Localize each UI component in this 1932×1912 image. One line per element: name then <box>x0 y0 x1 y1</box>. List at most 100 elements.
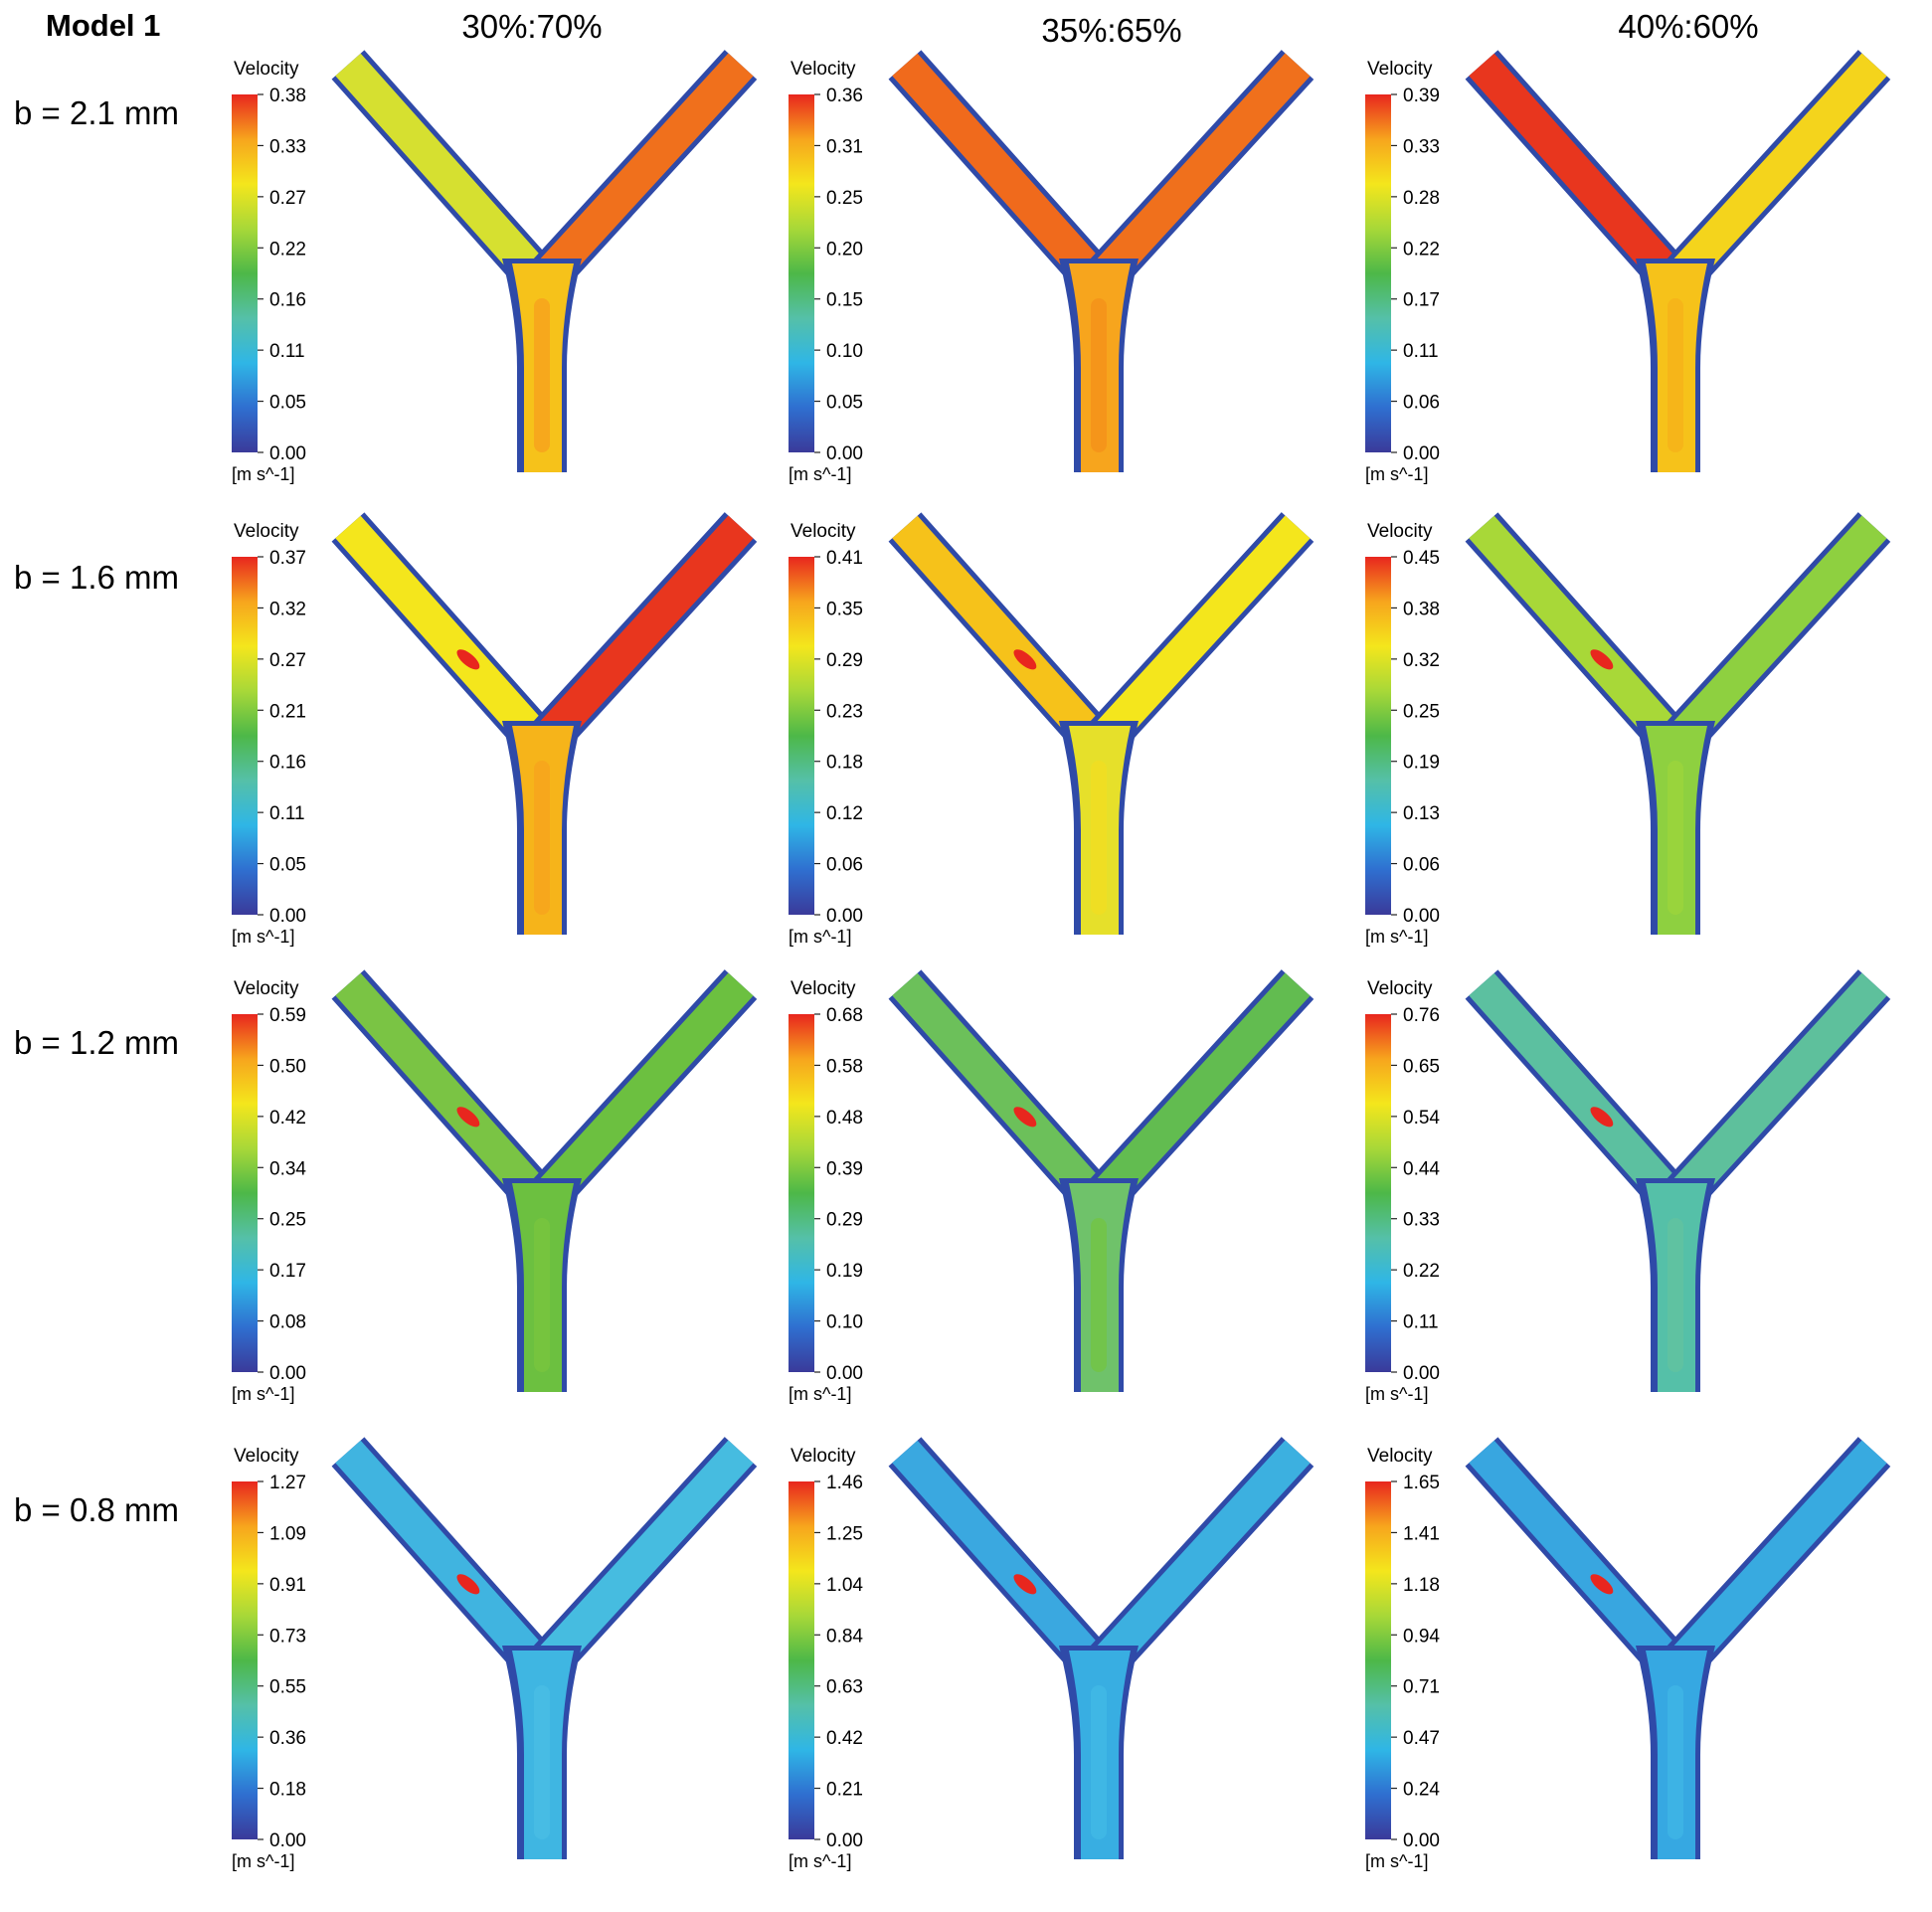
left-branch-flow <box>335 515 547 748</box>
trunk-core-flow <box>534 1218 550 1372</box>
legend-colorbar <box>789 1481 814 1839</box>
legend-tick-label: 0.00 <box>269 443 306 464</box>
legend-unit: [m s^-1] <box>1365 1851 1428 1871</box>
legend-title: Velocity <box>1367 978 1433 999</box>
legend-tick-label: 0.00 <box>269 906 306 927</box>
y-vessel-contour <box>1465 50 1891 472</box>
legend-tick-label: 0.11 <box>269 803 305 824</box>
legend-tick-label: 0.28 <box>1403 188 1440 209</box>
legend-tick-label: 0.15 <box>826 290 863 311</box>
legend-tick-label: 0.39 <box>826 1158 863 1179</box>
panel-r4-c3: Velocity 1.65 1.41 1.18 0.94 0.71 0.47 0.24 0.00… <box>1365 1437 1891 1871</box>
y-vessel-contour <box>331 969 758 1392</box>
legend-title: Velocity <box>790 59 856 80</box>
legend-tick-label: 0.06 <box>1403 393 1440 414</box>
stenosis-jet <box>1590 649 1614 670</box>
legend-tick-label: 0.25 <box>269 1210 306 1231</box>
velocity-legend: Velocity 0.38 0.33 0.27 0.22 0.16 0.11 0.05 0.00… <box>232 59 306 484</box>
legend-unit: [m s^-1] <box>789 1384 851 1404</box>
legend-tick-label: 0.65 <box>1403 1056 1440 1077</box>
left-branch-flow <box>892 53 1104 285</box>
velocity-legend: Velocity 1.65 1.41 1.18 0.94 0.71 0.47 0.24 0.00… <box>1365 1446 1440 1871</box>
legend-tick-label: 0.16 <box>269 290 306 311</box>
panel-r3-c3: Velocity 0.76 0.65 0.54 0.44 0.33 0.22 0.11 0.00… <box>1365 969 1891 1404</box>
legend-tick-label: 0.47 <box>1403 1728 1440 1749</box>
legend-tick-label: 0.50 <box>269 1056 306 1077</box>
legend-tick-label: 0.21 <box>269 701 306 722</box>
legend-tick-label: 0.36 <box>826 86 863 106</box>
legend-tick-label: 0.32 <box>269 599 306 619</box>
legend-tick-label: 0.17 <box>1403 290 1440 311</box>
legend-tick-label: 0.31 <box>826 136 863 157</box>
legend-tick-label: 0.91 <box>269 1575 306 1596</box>
legend-tick-label: 0.12 <box>826 803 863 824</box>
legend-tick-label: 0.06 <box>1403 855 1440 876</box>
y-vessel-contour <box>888 512 1315 935</box>
legend-tick-label: 0.24 <box>1403 1780 1440 1801</box>
stenosis-jet <box>1013 649 1037 670</box>
left-branch-flow <box>892 1440 1104 1672</box>
y-vessel-contour <box>1465 1437 1891 1859</box>
legend-tick-label: 0.23 <box>826 701 863 722</box>
row-title-1: b = 2.1 mm <box>14 94 179 131</box>
legend-tick-label: 0.38 <box>1403 599 1440 619</box>
legend-tick-label: 0.11 <box>1403 1312 1439 1333</box>
column-title-2: 35%:65% <box>1041 12 1181 49</box>
legend-colorbar <box>232 94 258 452</box>
trunk-core-flow <box>1668 1685 1683 1839</box>
legend-tick-label: 0.33 <box>1403 1210 1440 1231</box>
legend-title: Velocity <box>790 521 856 542</box>
legend-tick-label: 0.00 <box>1403 443 1440 464</box>
legend-tick-label: 0.58 <box>826 1056 863 1077</box>
legend-unit: [m s^-1] <box>789 927 851 947</box>
right-branch-flow <box>1094 515 1311 748</box>
legend-tick-label: 0.00 <box>826 1363 863 1384</box>
trunk-core-flow <box>1668 298 1683 452</box>
legend-tick-label: 1.65 <box>1403 1473 1440 1493</box>
y-vessel-contour <box>888 50 1315 472</box>
legend-title: Velocity <box>1367 59 1433 80</box>
legend-tick-label: 0.84 <box>826 1626 863 1647</box>
legend-tick-label: 1.41 <box>1403 1523 1440 1544</box>
right-branch-flow <box>1094 1440 1311 1672</box>
stenosis-jet <box>456 1107 480 1128</box>
legend-tick-label: 0.16 <box>269 753 306 774</box>
panel-r4-c1: Velocity 1.27 1.09 0.91 0.73 0.55 0.36 0.18 0.00… <box>232 1437 758 1871</box>
legend-tick-label: 0.41 <box>826 548 863 569</box>
y-vessel-contour <box>331 1437 758 1859</box>
right-branch-flow <box>537 515 754 748</box>
panel-r3-c1: Velocity 0.59 0.50 0.42 0.34 0.25 0.17 0.08 0.00… <box>232 969 758 1404</box>
legend-tick-label: 0.54 <box>1403 1108 1440 1129</box>
legend-colorbar <box>789 557 814 915</box>
legend-tick-label: 0.00 <box>269 1830 306 1851</box>
panel-r2-c3: Velocity 0.45 0.38 0.32 0.25 0.19 0.13 0.06 0.00… <box>1365 512 1891 947</box>
trunk-core-flow <box>534 298 550 452</box>
legend-tick-label: 1.46 <box>826 1473 863 1493</box>
panel-r4-c2: Velocity 1.46 1.25 1.04 0.84 0.63 0.42 0.21 0.00… <box>789 1437 1315 1871</box>
legend-colorbar <box>1365 557 1391 915</box>
right-branch-flow <box>1670 972 1887 1205</box>
column-title-3: 40%:60% <box>1618 8 1758 45</box>
stenosis-jet <box>456 1574 480 1595</box>
velocity-legend: Velocity 1.46 1.25 1.04 0.84 0.63 0.42 0.21 0.00… <box>789 1446 863 1871</box>
legend-colorbar <box>232 1014 258 1372</box>
legend-tick-label: 0.94 <box>1403 1626 1440 1647</box>
legend-tick-label: 0.33 <box>269 136 306 157</box>
velocity-legend: Velocity 0.45 0.38 0.32 0.25 0.19 0.13 0.06 0.00… <box>1365 521 1440 947</box>
legend-tick-label: 0.27 <box>269 188 306 209</box>
velocity-legend: Velocity 0.41 0.35 0.29 0.23 0.18 0.12 0.06 0.00… <box>789 521 863 947</box>
legend-unit: [m s^-1] <box>789 464 851 484</box>
legend-title: Velocity <box>234 521 299 542</box>
legend-tick-label: 0.05 <box>269 393 306 414</box>
row-title-3: b = 1.2 mm <box>14 1024 179 1061</box>
legend-colorbar <box>789 1014 814 1372</box>
legend-tick-label: 0.19 <box>1403 753 1440 774</box>
legend-unit: [m s^-1] <box>1365 927 1428 947</box>
legend-tick-label: 0.25 <box>1403 701 1440 722</box>
legend-tick-label: 0.55 <box>269 1677 306 1698</box>
legend-unit: [m s^-1] <box>232 927 294 947</box>
right-branch-flow <box>1094 972 1311 1205</box>
legend-unit: [m s^-1] <box>232 1851 294 1871</box>
legend-tick-label: 0.42 <box>826 1728 863 1749</box>
panel-r1-c3: Velocity 0.39 0.33 0.28 0.22 0.17 0.11 0.06 0.00… <box>1365 50 1891 484</box>
